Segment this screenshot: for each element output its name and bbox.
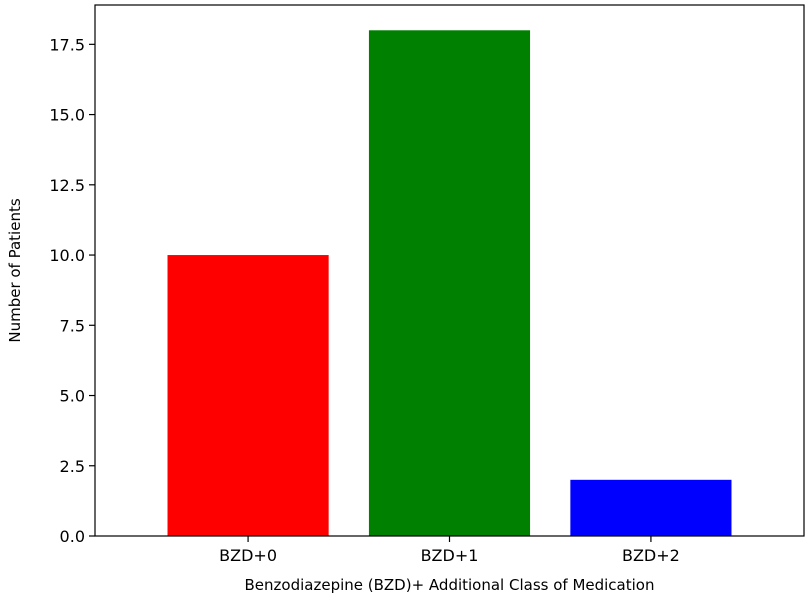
bars — [167, 30, 732, 537]
x-axis: BZD+0 BZD+1 BZD+2 — [219, 536, 680, 565]
y-tick-label: 2.5 — [60, 457, 85, 476]
y-tick-label: 0.0 — [60, 527, 85, 546]
y-axis: 0.0 2.5 5.0 7.5 10.0 12.5 15.0 17.5 — [49, 35, 95, 546]
x-tick-label: BZD+2 — [622, 546, 680, 565]
y-tick-label: 17.5 — [49, 35, 85, 54]
x-tick-label: BZD+0 — [219, 546, 277, 565]
y-tick-label: 10.0 — [49, 246, 85, 265]
y-tick-label: 15.0 — [49, 106, 85, 125]
bar-bzd-2 — [570, 479, 732, 536]
y-axis-label: Number of Patients — [6, 198, 24, 342]
plot-frame — [94, 4, 805, 537]
y-tick-label: 12.5 — [49, 176, 85, 195]
x-tick-label: BZD+1 — [421, 546, 479, 565]
y-tick-label: 7.5 — [60, 316, 85, 335]
x-axis-label: Benzodiazepine (BZD)+ Additional Class o… — [245, 576, 655, 594]
y-tick-label: 5.0 — [60, 387, 85, 406]
bar-bzd-1 — [368, 30, 531, 537]
bar-bzd-0 — [167, 255, 329, 537]
